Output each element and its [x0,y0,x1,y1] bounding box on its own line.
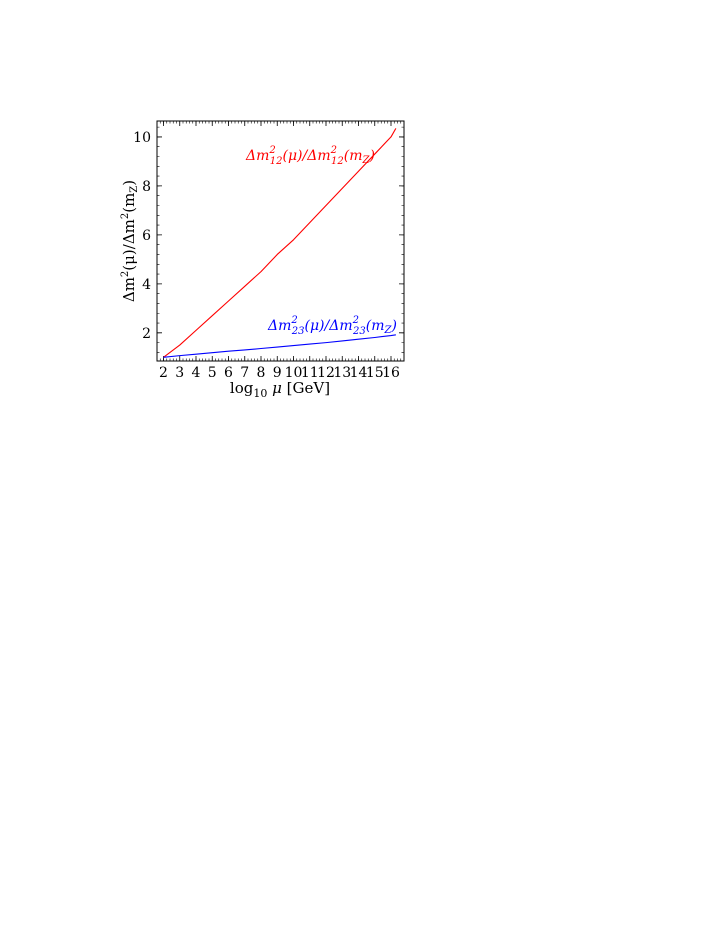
x-tick-label: 5 [208,365,217,381]
x-tick-label: 7 [240,365,249,381]
x-tick-label: 14 [350,365,368,381]
x-tick-label: 4 [192,365,201,381]
y-tick-label: 10 [133,130,151,146]
x-tick-label: 8 [257,365,266,381]
x-tick-label: 9 [273,365,282,381]
x-axis-label: log10 μ [GeV] [230,379,330,400]
y-tick-label: 8 [142,179,151,195]
series-lines [163,128,397,358]
y-tick-label: 4 [142,277,151,293]
y-tick-label: 2 [142,326,151,342]
x-tick-label: 3 [175,365,184,381]
x-tick-label: 12 [317,365,335,381]
series-line-dm23 [163,334,396,358]
x-tick-label: 16 [382,365,400,381]
x-tick-label: 15 [366,365,384,381]
x-tick-label: 6 [224,365,233,381]
x-tick-label: 11 [301,365,319,381]
y-tick-label: 6 [142,228,151,244]
x-tick-label: 2 [159,365,168,381]
series-label-dm23: Δm2 23(μ)/Δm2 23(mZ) [267,315,397,337]
series-line-dm12 [163,128,397,358]
x-tick-label: 13 [333,365,351,381]
y-axis-label: Δm2(μ)/Δm2(mZ) [120,180,140,302]
x-tick-label: 10 [285,365,303,381]
series-label-dm12: Δm2 12(μ)/Δm2 12(mZ) [245,145,375,167]
